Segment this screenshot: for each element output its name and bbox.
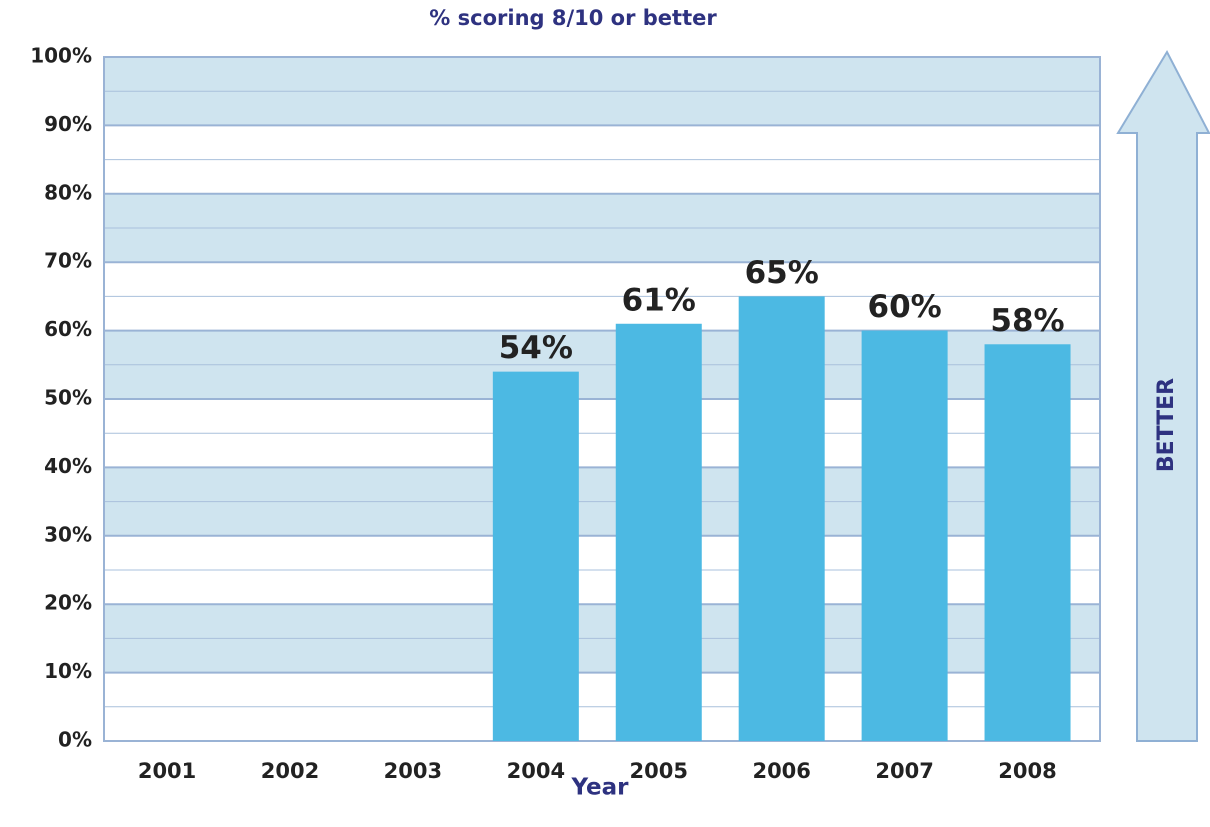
x-tick-label: 2007	[875, 759, 933, 783]
value-label: 60%	[868, 289, 942, 325]
y-tick-label: 90%	[44, 112, 92, 136]
plot-background	[103, 56, 1101, 742]
y-tick-label: 0%	[58, 728, 92, 752]
x-axis-label: Year	[570, 775, 629, 801]
better-arrow	[1116, 49, 1210, 742]
y-tick-label: 10%	[44, 659, 92, 683]
x-tick-label: 2004	[507, 759, 565, 783]
y-tick-label: 70%	[44, 249, 92, 273]
x-tick-label: 2003	[384, 759, 442, 783]
x-tick-label: 2002	[261, 759, 319, 783]
y-tick-label: 20%	[44, 591, 92, 615]
y-tick-label: 40%	[44, 454, 92, 478]
value-label: 58%	[990, 303, 1064, 339]
bar	[492, 371, 579, 741]
x-tick-label: 2001	[138, 759, 196, 783]
x-tick-label: 2008	[998, 759, 1056, 783]
bar	[984, 344, 1071, 741]
y-tick-label: 30%	[44, 522, 92, 546]
y-tick-label: 80%	[44, 180, 92, 204]
y-tick-label: 60%	[44, 317, 92, 341]
value-label: 61%	[622, 282, 696, 318]
arrow-label: BETTER	[1154, 378, 1179, 472]
plot-border	[103, 56, 1101, 742]
y-tick-label: 50%	[44, 386, 92, 410]
x-tick-label: 2005	[630, 759, 688, 783]
value-label: 54%	[499, 330, 573, 366]
value-label: 65%	[745, 255, 819, 291]
bar	[615, 323, 702, 741]
y-tick-label: 100%	[30, 44, 92, 68]
x-tick-label: 2006	[752, 759, 810, 783]
chart-title: % scoring 8/10 or better	[429, 6, 717, 30]
bar	[738, 296, 825, 741]
bar	[861, 330, 948, 741]
